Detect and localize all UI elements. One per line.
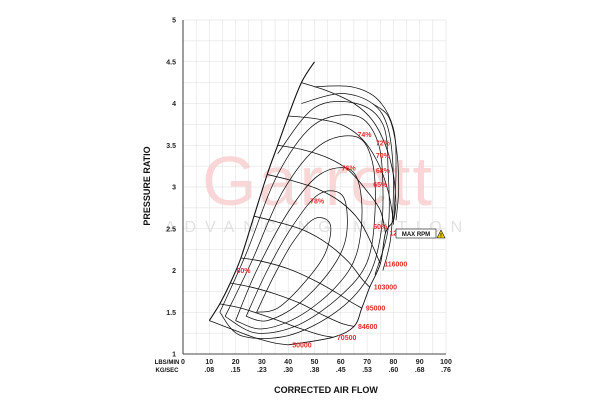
y-tick-label: 2 [172, 268, 176, 275]
speed-label: 116000 [384, 261, 407, 268]
x-tick-label: 20 [232, 359, 240, 366]
y-tick-label: 3.5 [166, 143, 176, 150]
x-tick-label-kg: .60 [389, 367, 399, 374]
x-tick-label-kg: .30 [283, 367, 293, 374]
chart-grid [182, 19, 447, 355]
speed-line [288, 115, 394, 221]
y-tick-label: 3 [172, 185, 176, 192]
y-tick-label: 2.5 [166, 226, 176, 233]
x-tick-label-kg: .15 [231, 367, 241, 374]
x-unit-secondary-label: KG/SEC [155, 368, 179, 374]
x-tick-label-kg: .45 [336, 367, 346, 374]
x-tick-label: 80 [390, 359, 398, 366]
x-tick-label: 60 [337, 359, 345, 366]
chart-labels: 80% 78% 76% 74% 72% 70% 68% 65% 60% 50000 70500846… [236, 132, 412, 349]
speed-label: 84600 [358, 324, 378, 331]
efficiency-label: 80% [236, 268, 251, 275]
efficiency-island [245, 190, 348, 322]
x-tick-label-kg: .68 [415, 367, 425, 374]
efficiency-label: 65% [373, 182, 388, 189]
max-rpm-box [395, 228, 437, 239]
x-tick-label: 30 [258, 359, 266, 366]
speed-line [277, 144, 386, 233]
x-tick-label: 90 [416, 359, 424, 366]
efficiency-island [219, 114, 384, 339]
efficiency-island [372, 103, 400, 221]
speed-lines [209, 82, 397, 346]
efficiency-label: 74% [357, 132, 372, 139]
speed-label: 50000 [292, 342, 312, 349]
max-rpm-badge: MAX RPM ! [395, 228, 446, 239]
speed-line [301, 82, 397, 204]
speed-line [230, 282, 355, 327]
watermark-brand: Garrett [202, 142, 434, 220]
x-tick-label-kg: .08 [204, 367, 214, 374]
efficiency-label: 76% [342, 165, 357, 172]
efficiency-label: 72% [376, 140, 391, 147]
y-tick-label: 1 [172, 352, 176, 359]
y-tick-label: 1.5 [166, 310, 176, 317]
x-tick-label-kg: .76 [441, 367, 451, 374]
efficiency-island [277, 101, 390, 275]
x-tick-label: 50 [311, 359, 319, 366]
speed-line [209, 320, 289, 346]
speed-line [253, 215, 370, 288]
x-tick-label-kg: .23 [257, 367, 267, 374]
x-tick-label-kg: .53 [362, 367, 372, 374]
speed-label: 95000 [366, 306, 386, 313]
svg-text:!: ! [440, 233, 442, 239]
efficiency-islands [219, 85, 400, 339]
x-tick-label: 100 [440, 359, 452, 366]
y-tick-label: 5 [172, 18, 176, 25]
choke-line [288, 203, 397, 346]
chart-axes: 11.522.533.544.550 10.0820.1530.2340.3050… [166, 18, 452, 375]
efficiency-island [301, 93, 394, 271]
speed-label: 70500 [337, 335, 357, 342]
efficiency-label: 60% [373, 224, 388, 231]
x-tick-label: 0 [181, 359, 185, 366]
surge-line-group [208, 61, 397, 346]
speed-label: 103000 [374, 285, 397, 292]
x-unit-primary-label: LBS/MIN [155, 360, 180, 366]
max-rpm-label: MAX RPM [402, 232, 430, 238]
x-tick-label-kg: .38 [310, 367, 320, 374]
x-tick-label: 40 [284, 359, 292, 366]
efficiency-label: 78% [310, 199, 325, 206]
speed-line [240, 257, 363, 309]
y-tick-label: 4 [172, 101, 176, 108]
speed-line [267, 174, 381, 264]
efficiency-label: 68% [376, 168, 391, 175]
efficiency-island [235, 167, 363, 330]
x-axis-title: CORRECTED AIR FLOW [274, 385, 378, 395]
efficiency-label: 70% [376, 153, 391, 160]
surge-line [208, 61, 315, 321]
warning-triangle-icon: ! [436, 229, 446, 239]
y-axis-title: PRESSURE RATIO [142, 146, 152, 225]
efficiency-island [224, 135, 376, 334]
efficiency-island [256, 217, 332, 313]
x-tick-label: 10 [205, 359, 213, 366]
y-tick-label: 4.5 [166, 59, 176, 66]
speed-line [219, 303, 333, 338]
efficiency-island [314, 85, 397, 225]
x-tick-label: 70 [363, 359, 371, 366]
